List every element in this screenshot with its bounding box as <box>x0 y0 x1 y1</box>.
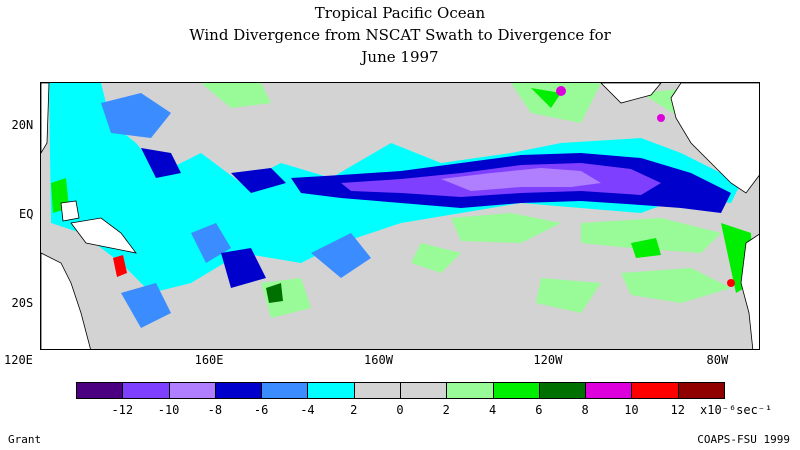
green-zone-3 <box>631 238 661 258</box>
colorbar-tick-label: 0 <box>396 403 404 417</box>
itcz-band <box>291 153 731 213</box>
colorbar-swatch <box>585 382 633 399</box>
lightgreen-zone-8 <box>536 278 601 313</box>
colorbar-swatch <box>492 382 540 399</box>
credit-organization: COAPS-FSU 1999 <box>697 433 790 446</box>
divergence-map <box>40 82 760 350</box>
colorbar-tick-label: -6 <box>253 403 269 417</box>
colorbar-swatch <box>307 382 355 399</box>
central-america <box>670 83 759 194</box>
lightgreen-zone-4 <box>451 213 561 243</box>
lon-label: 160W <box>364 353 393 367</box>
title-line-2: Wind Divergence from NSCAT Swath to Dive… <box>189 26 611 44</box>
colorbar-swatch <box>538 382 587 399</box>
lat-label: 20S <box>11 296 34 311</box>
colorbar-tick-label: -12 <box>111 403 134 417</box>
navy-zone-1 <box>141 148 181 178</box>
lightgreen-zone-7 <box>621 268 731 303</box>
colorbar-swatch <box>76 382 124 399</box>
navy-zone-3 <box>221 248 266 288</box>
peak-magenta-1 <box>556 86 566 96</box>
indonesia-islands <box>60 200 80 222</box>
colorbar-units: x10⁻⁶sec⁻¹ <box>700 403 773 417</box>
darkgreen-zone-1 <box>266 283 283 303</box>
lightgreen-zone-5 <box>581 218 721 253</box>
colorbar-swatch <box>353 382 401 399</box>
colorbar-tick-label: -4 <box>300 403 315 417</box>
colorbar-swatch <box>446 382 494 399</box>
blue-zone-3 <box>311 233 371 278</box>
colorbar-swatch <box>122 382 170 399</box>
peak-markers <box>76 86 735 287</box>
new-guinea <box>70 217 137 254</box>
mexico <box>600 83 662 104</box>
lightgreen-zone-6 <box>411 243 461 273</box>
lat-label: 20N <box>11 117 34 132</box>
colorbar-swatch <box>400 382 448 399</box>
lightgreen-zone-2 <box>511 83 601 123</box>
south-america <box>740 233 759 349</box>
colorbar-tick-label: 10 <box>624 403 639 417</box>
divergence-map-canvas <box>41 83 759 349</box>
colorbar-swatch <box>168 382 216 399</box>
peak-magenta-2 <box>657 114 665 122</box>
blue-zone-1 <box>101 93 171 138</box>
colorbar-tick-label: 2 <box>350 403 358 417</box>
lightgreen-zone-1 <box>201 83 271 108</box>
asia-coast <box>41 83 50 154</box>
lon-label: 120W <box>533 353 563 367</box>
lat-label: EQ <box>19 207 34 221</box>
colorbar-tick-label: 6 <box>535 403 543 417</box>
colorbar-swatch <box>631 382 679 399</box>
blue-zone-4 <box>121 283 171 328</box>
credit-author: Grant <box>8 433 42 446</box>
colorbar-tick-label: 8 <box>581 403 589 417</box>
lon-label: 120E <box>4 353 33 367</box>
green-zone-1 <box>531 88 561 108</box>
lon-label: 160E <box>194 353 224 367</box>
colorbar-tick-label: 12 <box>670 403 685 417</box>
itcz-lavender <box>441 168 601 191</box>
colorbar-swatch <box>261 382 309 399</box>
lon-label: 80W <box>706 353 729 367</box>
australia <box>41 252 91 349</box>
land-masses <box>41 83 759 349</box>
colorbar-tick-label: 4 <box>488 403 497 417</box>
title-line-3: June 1997 <box>361 48 439 66</box>
colorbar-swatch <box>677 382 725 399</box>
title-line-1: Tropical Pacific Ocean <box>314 4 486 22</box>
navy-zone-2 <box>231 168 286 193</box>
positive-divergence-zones <box>51 83 753 318</box>
colorbar-tick-label: -8 <box>207 403 223 417</box>
colorbar-swatch <box>214 382 263 399</box>
peak-red-2 <box>113 255 127 277</box>
colorbar-tick-label: 2 <box>442 403 450 417</box>
colorbar-tick-label: -10 <box>157 403 180 417</box>
peak-red-1 <box>727 279 735 287</box>
